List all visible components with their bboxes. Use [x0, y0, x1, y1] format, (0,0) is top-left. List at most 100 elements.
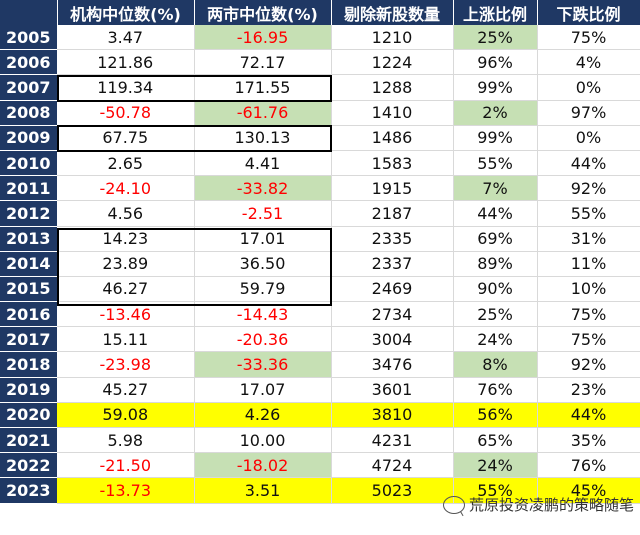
market-median-cell[interactable]: -18.02 — [194, 452, 332, 479]
stock-count-cell[interactable]: 1288 — [331, 74, 454, 101]
stock-count-cell[interactable]: 4231 — [331, 427, 454, 454]
market-median-cell[interactable]: -33.82 — [194, 175, 332, 202]
up-ratio-cell[interactable]: 99% — [453, 74, 538, 101]
down-ratio-cell[interactable]: 75% — [537, 326, 640, 353]
header-market-median[interactable]: 两市中位数(%) — [194, 0, 332, 25]
down-ratio-cell[interactable]: 10% — [537, 276, 640, 303]
year-cell[interactable]: 2015 — [0, 276, 57, 303]
institution-median-cell[interactable]: -21.50 — [57, 452, 195, 479]
stock-count-cell[interactable]: 1410 — [331, 100, 454, 126]
header-institution-median[interactable]: 机构中位数(%) — [57, 0, 195, 25]
year-cell[interactable]: 2012 — [0, 200, 57, 227]
down-ratio-cell[interactable]: 45% — [537, 477, 640, 504]
up-ratio-cell[interactable]: 69% — [453, 226, 538, 252]
down-ratio-cell[interactable]: 35% — [537, 427, 640, 454]
down-ratio-cell[interactable]: 23% — [537, 377, 640, 403]
year-cell[interactable]: 2014 — [0, 251, 57, 277]
stock-count-cell[interactable]: 1486 — [331, 125, 454, 151]
down-ratio-cell[interactable]: 76% — [537, 452, 640, 479]
year-cell[interactable]: 2007 — [0, 74, 57, 101]
down-ratio-cell[interactable]: 11% — [537, 251, 640, 277]
year-cell[interactable]: 2005 — [0, 25, 57, 51]
market-median-cell[interactable]: -16.95 — [194, 25, 332, 51]
stock-count-cell[interactable]: 5023 — [331, 477, 454, 504]
down-ratio-cell[interactable]: 75% — [537, 301, 640, 328]
institution-median-cell[interactable]: 5.98 — [57, 427, 195, 454]
year-cell[interactable]: 2022 — [0, 452, 57, 479]
stock-count-cell[interactable]: 1210 — [331, 25, 454, 51]
year-cell[interactable]: 2011 — [0, 175, 57, 202]
year-cell[interactable]: 2023 — [0, 477, 57, 504]
year-cell[interactable]: 2009 — [0, 125, 57, 151]
institution-median-cell[interactable]: 15.11 — [57, 326, 195, 353]
stock-count-cell[interactable]: 2187 — [331, 200, 454, 227]
corner-header[interactable] — [0, 0, 58, 25]
stock-count-cell[interactable]: 1224 — [331, 49, 454, 76]
up-ratio-cell[interactable]: 25% — [453, 25, 538, 51]
up-ratio-cell[interactable]: 99% — [453, 125, 538, 151]
header-down-ratio[interactable]: 下跌比例 — [537, 0, 640, 25]
down-ratio-cell[interactable]: 92% — [537, 351, 640, 378]
market-median-cell[interactable]: -2.51 — [194, 200, 332, 227]
up-ratio-cell[interactable]: 2% — [453, 100, 538, 126]
institution-median-cell[interactable]: 3.47 — [57, 25, 195, 51]
stock-count-cell[interactable]: 2469 — [331, 276, 454, 303]
up-ratio-cell[interactable]: 8% — [453, 351, 538, 378]
institution-median-cell[interactable]: 46.27 — [57, 276, 195, 303]
institution-median-cell[interactable]: 45.27 — [57, 377, 195, 403]
market-median-cell[interactable]: 3.51 — [194, 477, 332, 504]
institution-median-cell[interactable]: 121.86 — [57, 49, 195, 76]
market-median-cell[interactable]: 59.79 — [194, 276, 332, 303]
stock-count-cell[interactable]: 3004 — [331, 326, 454, 353]
stock-count-cell[interactable]: 3476 — [331, 351, 454, 378]
down-ratio-cell[interactable]: 44% — [537, 150, 640, 177]
stock-count-cell[interactable]: 2734 — [331, 301, 454, 328]
year-cell[interactable]: 2020 — [0, 402, 57, 429]
down-ratio-cell[interactable]: 55% — [537, 200, 640, 227]
up-ratio-cell[interactable]: 7% — [453, 175, 538, 202]
market-median-cell[interactable]: -20.36 — [194, 326, 332, 353]
year-cell[interactable]: 2021 — [0, 427, 57, 454]
up-ratio-cell[interactable]: 55% — [453, 477, 538, 504]
down-ratio-cell[interactable]: 31% — [537, 226, 640, 252]
institution-median-cell[interactable]: -50.78 — [57, 100, 195, 126]
up-ratio-cell[interactable]: 96% — [453, 49, 538, 76]
stock-count-cell[interactable]: 2335 — [331, 226, 454, 252]
up-ratio-cell[interactable]: 56% — [453, 402, 538, 429]
market-median-cell[interactable]: -33.36 — [194, 351, 332, 378]
up-ratio-cell[interactable]: 76% — [453, 377, 538, 403]
up-ratio-cell[interactable]: 90% — [453, 276, 538, 303]
year-cell[interactable]: 2006 — [0, 49, 57, 76]
market-median-cell[interactable]: 4.26 — [194, 402, 332, 429]
up-ratio-cell[interactable]: 65% — [453, 427, 538, 454]
institution-median-cell[interactable]: 4.56 — [57, 200, 195, 227]
down-ratio-cell[interactable]: 44% — [537, 402, 640, 429]
market-median-cell[interactable]: 130.13 — [194, 125, 332, 151]
down-ratio-cell[interactable]: 0% — [537, 74, 640, 101]
year-cell[interactable]: 2013 — [0, 226, 57, 252]
institution-median-cell[interactable]: 67.75 — [57, 125, 195, 151]
up-ratio-cell[interactable]: 25% — [453, 301, 538, 328]
up-ratio-cell[interactable]: 24% — [453, 452, 538, 479]
institution-median-cell[interactable]: -24.10 — [57, 175, 195, 202]
institution-median-cell[interactable]: 59.08 — [57, 402, 195, 429]
institution-median-cell[interactable]: -13.46 — [57, 301, 195, 328]
institution-median-cell[interactable]: 23.89 — [57, 251, 195, 277]
market-median-cell[interactable]: 17.01 — [194, 226, 332, 252]
up-ratio-cell[interactable]: 44% — [453, 200, 538, 227]
stock-count-cell[interactable]: 1915 — [331, 175, 454, 202]
market-median-cell[interactable]: 10.00 — [194, 427, 332, 454]
up-ratio-cell[interactable]: 89% — [453, 251, 538, 277]
institution-median-cell[interactable]: -23.98 — [57, 351, 195, 378]
stock-count-cell[interactable]: 4724 — [331, 452, 454, 479]
stock-count-cell[interactable]: 3810 — [331, 402, 454, 429]
market-median-cell[interactable]: 17.07 — [194, 377, 332, 403]
stock-count-cell[interactable]: 3601 — [331, 377, 454, 403]
institution-median-cell[interactable]: -13.73 — [57, 477, 195, 504]
year-cell[interactable]: 2019 — [0, 377, 57, 403]
down-ratio-cell[interactable]: 4% — [537, 49, 640, 76]
year-cell[interactable]: 2016 — [0, 301, 57, 328]
up-ratio-cell[interactable]: 55% — [453, 150, 538, 177]
year-cell[interactable]: 2018 — [0, 351, 57, 378]
down-ratio-cell[interactable]: 97% — [537, 100, 640, 126]
